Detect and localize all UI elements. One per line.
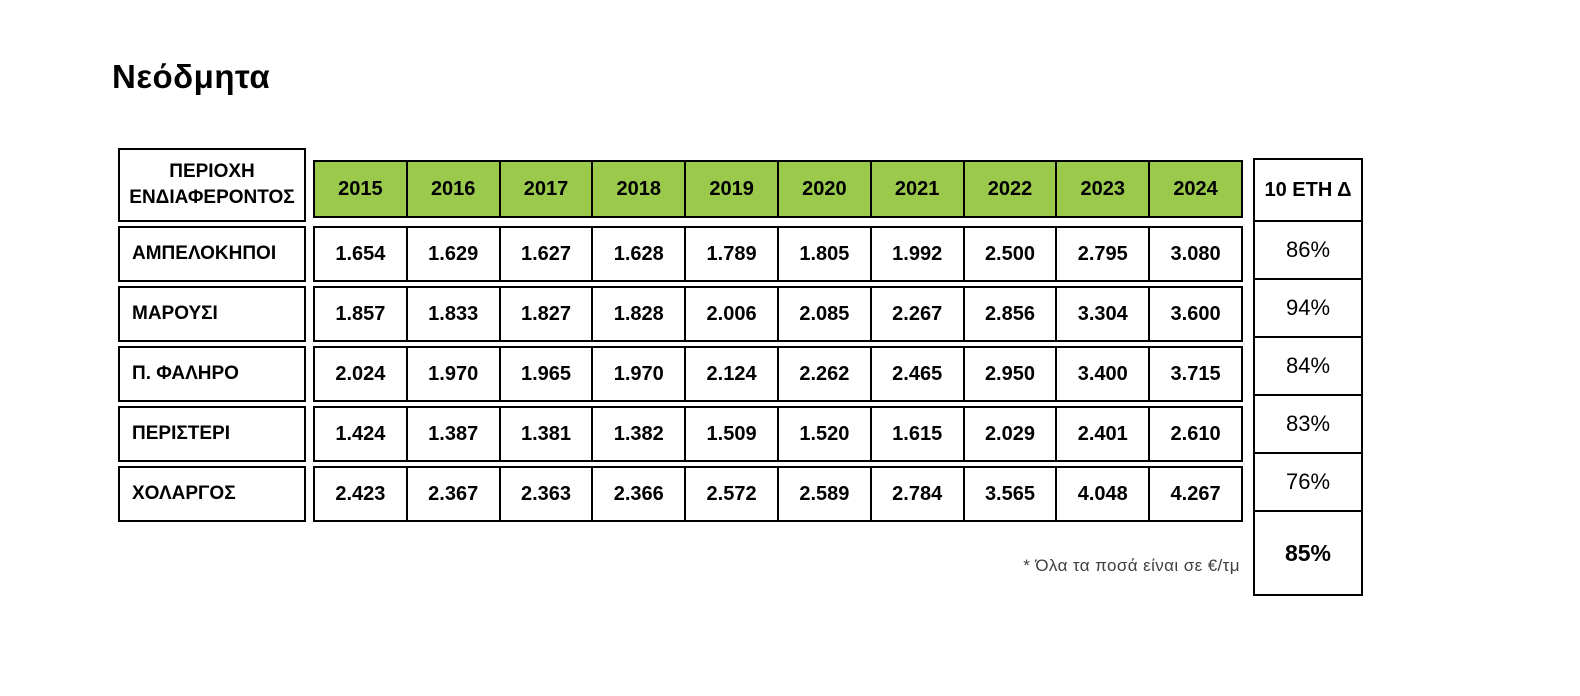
year-header-cell: 2021 xyxy=(869,160,965,218)
value-cell: 2.006 xyxy=(684,286,779,342)
value-cell: 2.784 xyxy=(869,466,965,522)
value-cell: 2.465 xyxy=(869,346,965,402)
value-cell: 4.267 xyxy=(1148,466,1243,522)
footnote: * Όλα τα ποσά είναι σε €/τμ xyxy=(1023,556,1240,575)
table-row: 1.424 1.387 1.381 1.382 1.509 1.520 1.61… xyxy=(313,406,1243,462)
value-cell: 1.992 xyxy=(869,226,965,282)
table-row: 1.654 1.629 1.627 1.628 1.789 1.805 1.99… xyxy=(313,226,1243,282)
year-header-row: 2015 2016 2017 2018 2019 2020 2021 2022 … xyxy=(313,160,1243,218)
value-cell: 3.304 xyxy=(1055,286,1151,342)
page-title: Νεόδμητα xyxy=(112,58,271,95)
delta-cell: 76% xyxy=(1253,452,1363,512)
year-header-cell: 2016 xyxy=(405,160,501,218)
delta-cell: 94% xyxy=(1253,278,1363,338)
value-cell: 1.833 xyxy=(405,286,501,342)
table-row: 2.423 2.367 2.363 2.366 2.572 2.589 2.78… xyxy=(313,466,1243,522)
area-label-marousi: ΜΑΡΟΥΣΙ xyxy=(118,286,306,342)
years-table: 2015 2016 2017 2018 2019 2020 2021 2022 … xyxy=(313,160,1243,522)
value-cell: 3.600 xyxy=(1148,286,1243,342)
value-cell: 2.950 xyxy=(962,346,1058,402)
value-cell: 1.387 xyxy=(405,406,501,462)
value-cell: 1.629 xyxy=(405,226,501,282)
value-cell: 2.500 xyxy=(962,226,1058,282)
value-cell: 3.715 xyxy=(1148,346,1243,402)
value-cell: 2.024 xyxy=(313,346,408,402)
value-cell: 2.610 xyxy=(1148,406,1243,462)
value-cell: 1.970 xyxy=(591,346,687,402)
value-cell: 1.628 xyxy=(591,226,687,282)
value-cell: 1.827 xyxy=(498,286,594,342)
value-cell: 2.589 xyxy=(776,466,872,522)
value-cell: 2.367 xyxy=(405,466,501,522)
value-cell: 1.424 xyxy=(313,406,408,462)
area-label-ampelokipoi: ΑΜΠΕΛΟΚΗΠΟΙ xyxy=(118,226,306,282)
delta-cell: 84% xyxy=(1253,336,1363,396)
value-cell: 2.085 xyxy=(776,286,872,342)
year-header-cell: 2018 xyxy=(591,160,687,218)
average-delta-cell: 85% xyxy=(1253,510,1363,596)
table-row: 2.024 1.970 1.965 1.970 2.124 2.262 2.46… xyxy=(313,346,1243,402)
value-cell: 2.029 xyxy=(962,406,1058,462)
value-cell: 1.520 xyxy=(776,406,872,462)
delta-cell: 83% xyxy=(1253,394,1363,454)
value-cell: 2.401 xyxy=(1055,406,1151,462)
value-cell: 2.423 xyxy=(313,466,408,522)
value-cell: 1.965 xyxy=(498,346,594,402)
area-label-peristeri: ΠΕΡΙΣΤΕΡΙ xyxy=(118,406,306,462)
value-cell: 2.124 xyxy=(684,346,779,402)
value-cell: 3.080 xyxy=(1148,226,1243,282)
year-header-cell: 2023 xyxy=(1055,160,1151,218)
value-cell: 2.262 xyxy=(776,346,872,402)
year-header-cell: 2019 xyxy=(684,160,779,218)
delta-column: 10 ΕΤΗ Δ 86% 94% 84% 83% 76% 85% xyxy=(1253,158,1363,596)
area-label-p-faliro: Π. ΦΑΛΗΡΟ xyxy=(118,346,306,402)
area-column-header: ΠΕΡΙΟΧΗ ΕΝΔΙΑΦΕΡΟΝΤΟΣ xyxy=(118,148,306,222)
year-header-cell: 2017 xyxy=(498,160,594,218)
value-cell: 2.363 xyxy=(498,466,594,522)
value-cell: 2.572 xyxy=(684,466,779,522)
value-cell: 3.400 xyxy=(1055,346,1151,402)
value-cell: 1.970 xyxy=(405,346,501,402)
value-cell: 1.654 xyxy=(313,226,408,282)
area-label-xolargos: ΧΟΛΑΡΓΟΣ xyxy=(118,466,306,522)
value-cell: 2.366 xyxy=(591,466,687,522)
value-cell: 1.615 xyxy=(869,406,965,462)
value-cell: 1.828 xyxy=(591,286,687,342)
year-header-cell: 2020 xyxy=(776,160,872,218)
value-cell: 1.381 xyxy=(498,406,594,462)
value-cell: 1.627 xyxy=(498,226,594,282)
value-cell: 1.382 xyxy=(591,406,687,462)
value-cell: 1.857 xyxy=(313,286,408,342)
value-cell: 2.856 xyxy=(962,286,1058,342)
value-cell: 1.509 xyxy=(684,406,779,462)
value-cell: 4.048 xyxy=(1055,466,1151,522)
value-cell: 1.789 xyxy=(684,226,779,282)
value-cell: 2.267 xyxy=(869,286,965,342)
year-header-cell: 2022 xyxy=(962,160,1058,218)
year-header-cell: 2024 xyxy=(1148,160,1243,218)
value-cell: 3.565 xyxy=(962,466,1058,522)
year-header-cell: 2015 xyxy=(313,160,408,218)
value-cell: 2.795 xyxy=(1055,226,1151,282)
delta-column-header: 10 ΕΤΗ Δ xyxy=(1253,158,1363,222)
area-column: ΠΕΡΙΟΧΗ ΕΝΔΙΑΦΕΡΟΝΤΟΣ ΑΜΠΕΛΟΚΗΠΟΙ ΜΑΡΟΥΣ… xyxy=(118,148,306,522)
table-row: 1.857 1.833 1.827 1.828 2.006 2.085 2.26… xyxy=(313,286,1243,342)
delta-cell: 86% xyxy=(1253,220,1363,280)
value-cell: 1.805 xyxy=(776,226,872,282)
